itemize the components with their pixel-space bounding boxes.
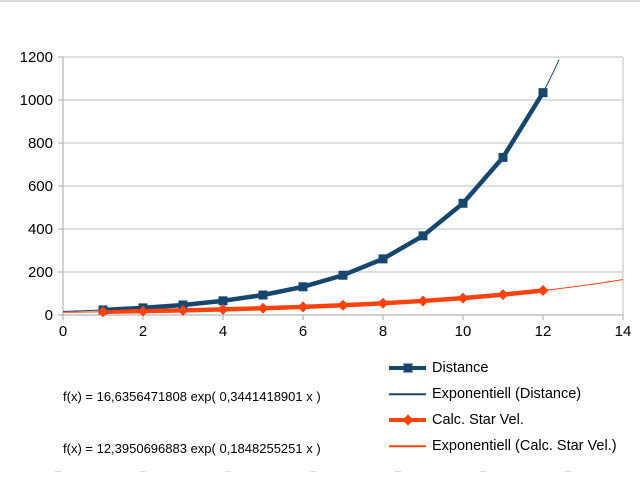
square-marker-icon	[403, 363, 412, 373]
trendline-sample	[389, 393, 426, 395]
x-tick-label: 6	[299, 323, 307, 340]
diamond-marker-icon	[401, 414, 414, 426]
cell-grid-mark	[310, 471, 316, 472]
x-tick-label: 12	[535, 323, 552, 340]
y-tick-label: 600	[28, 178, 53, 195]
data-point-diamond	[137, 305, 149, 317]
data-point-diamond	[177, 304, 189, 316]
trendline-formula-distance: f(x) = 16,6356471808 exp( 0,3441418901 x…	[63, 389, 321, 404]
legend-item-exponentiell-distance: Exponentiell (Distance)	[389, 385, 617, 403]
data-point-diamond	[97, 306, 109, 318]
x-tick-label: 8	[379, 323, 387, 340]
data-point-diamond	[337, 299, 349, 311]
data-point-square	[498, 152, 508, 162]
data-point-square	[458, 198, 468, 208]
series-line-distance	[100, 90, 546, 313]
data-point-diamond	[297, 301, 309, 313]
legend-label-exponentiell-calc-star-vel: Exponentiell (Calc. Star Vel.)	[432, 438, 617, 454]
data-point-square	[338, 270, 348, 280]
data-point-diamond	[217, 303, 229, 315]
legend-label-calc-star-vel: Calc. Star Vel.	[432, 412, 524, 428]
legend-item-exponentiell-calc-star-vel: Exponentiell (Calc. Star Vel.)	[389, 437, 617, 455]
x-tick-label: 2	[139, 323, 147, 340]
x-tick-label: 0	[59, 323, 67, 340]
data-point-square	[538, 88, 548, 98]
x-tick-label: 4	[219, 323, 227, 340]
y-tick-label: 400	[28, 221, 53, 238]
data-point-square	[418, 231, 428, 241]
y-tick-label: 800	[28, 135, 53, 152]
x-tick-label: 14	[615, 323, 632, 340]
data-point-square	[378, 254, 388, 264]
data-point-square	[298, 282, 308, 292]
cell-grid-mark	[565, 471, 571, 472]
y-tick-label: 1000	[20, 92, 53, 109]
data-point-diamond	[537, 285, 549, 297]
y-tick-label: 1200	[20, 49, 53, 66]
legend-label-exponentiell-distance: Exponentiell (Distance)	[432, 386, 582, 402]
cell-grid-mark	[225, 471, 231, 472]
y-tick-label: 200	[28, 264, 53, 281]
trendline-formula-calc-star-vel: f(x) = 12,3950696883 exp( 0,1848255251 x…	[63, 441, 321, 456]
legend-label-distance: Distance	[432, 360, 489, 376]
data-point-diamond	[377, 297, 389, 309]
data-point-diamond	[417, 295, 429, 307]
cell-grid-mark	[480, 471, 486, 472]
data-point-diamond	[497, 289, 509, 301]
trendline-sample	[389, 445, 426, 447]
cell-grid-mark	[395, 471, 401, 472]
legend-swatch-exponentiell-calc-star-vel	[389, 437, 426, 455]
legend-swatch-distance	[389, 359, 426, 377]
chart-legend: Distance Exponentiell (Distance) Calc. S…	[389, 359, 617, 463]
data-point-diamond	[457, 292, 469, 304]
data-point-diamond	[257, 302, 269, 314]
data-point-square	[258, 290, 268, 300]
data-point-square	[218, 296, 228, 306]
cell-grid-mark	[55, 471, 61, 472]
window-top-border	[0, 0, 640, 2]
legend-item-distance: Distance	[389, 359, 617, 377]
legend-item-calc-star-vel: Calc. Star Vel.	[389, 411, 617, 429]
y-tick-label: 0	[45, 307, 53, 324]
cell-grid-mark	[140, 471, 146, 472]
legend-swatch-exponentiell-distance	[389, 385, 426, 403]
x-tick-label: 10	[455, 323, 472, 340]
legend-swatch-calc-star-vel	[389, 411, 426, 429]
series-line-calc-star-vel-	[100, 288, 546, 315]
